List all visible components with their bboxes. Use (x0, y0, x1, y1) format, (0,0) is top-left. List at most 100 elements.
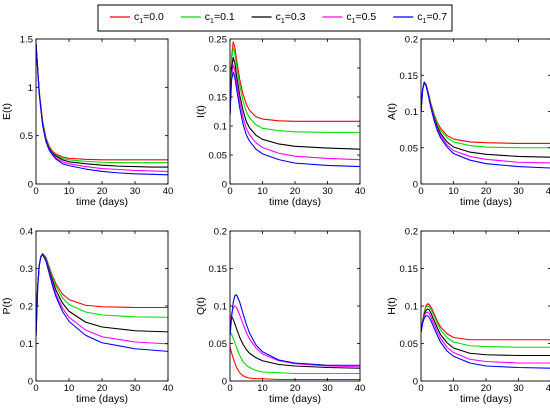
x-axis-label: time (days) (76, 196, 128, 208)
x-tick-label: 0 (33, 383, 38, 394)
x-tick-label: 10 (64, 186, 75, 197)
x-axis-label: time (days) (76, 393, 128, 405)
series-group (36, 43, 168, 176)
x-tick-label: 10 (448, 383, 459, 394)
series-line-1 (36, 43, 168, 164)
legend: c1=0.0 c1=0.1 c1=0.3 c1=0.5 c1=0.7 (97, 4, 453, 32)
legend-entry: c1=0.7 (393, 11, 447, 25)
y-tick-label: 0.2 (214, 227, 227, 238)
x-tick-label: 40 (355, 383, 366, 394)
y-tick-label: 0.15 (400, 264, 419, 275)
x-tick-label: 40 (546, 186, 550, 197)
series-group (230, 41, 360, 168)
series-line-2 (230, 315, 360, 369)
series-line-4 (421, 315, 550, 369)
y-tick-label: 0.1 (20, 339, 33, 350)
x-axis-label: time (days) (269, 393, 321, 405)
series-line-0 (36, 43, 168, 161)
panel-qt: 0 10 20 30 40 0 0.05 0.1 0.15 0.2 time (days) Q(t) (195, 227, 365, 406)
y-tick-label: 0.5 (20, 131, 33, 142)
y-axis-label: Q(t) (195, 297, 207, 315)
x-tick-label: 0 (227, 186, 232, 197)
x-tick-label: 20 (481, 383, 492, 394)
y-tick-label: 0 (222, 180, 227, 191)
series-line-3 (421, 81, 550, 164)
y-tick-label: 0.1 (214, 302, 227, 313)
y-tick-label: 0.05 (209, 339, 228, 350)
series-line-4 (36, 254, 168, 352)
legend-label: c1=0.7 (417, 11, 447, 25)
x-tick-label: 10 (64, 383, 75, 394)
y-tick-label: 0 (28, 180, 33, 191)
y-tick-label: 0.3 (20, 264, 33, 275)
y-tick-label: 0.15 (209, 264, 228, 275)
x-tick-label: 30 (130, 186, 141, 197)
x-tick-label: 40 (163, 383, 174, 394)
legend-entry: c1=0.0 (110, 11, 164, 25)
x-tick-label: 40 (546, 383, 550, 394)
x-tick-label: 30 (513, 383, 524, 394)
y-tick-label: 0 (28, 377, 33, 388)
series-line-3 (421, 311, 550, 364)
y-tick-label: 0 (413, 377, 418, 388)
legend-label: c1=0.3 (276, 11, 306, 25)
x-tick-label: 10 (257, 186, 268, 197)
y-axis-label: P(t) (1, 298, 13, 315)
series-line-1 (230, 47, 360, 133)
chart-panels: 0 10 20 30 40 0 0.5 1 1.5 time (days) E(t) 0 10 20 30 4… (1, 35, 550, 406)
series-group (421, 81, 550, 169)
panel-ht: 0 10 20 30 40 0 0.05 0.1 0.15 0.2 time (days) H(t) (386, 227, 550, 405)
series-line-3 (230, 305, 360, 368)
y-tick-label: 0.05 (209, 151, 228, 162)
y-tick-label: 0.2 (214, 64, 227, 75)
legend-label: c1=0.1 (205, 11, 235, 25)
x-axis-label: time (days) (460, 196, 512, 208)
y-axis-label: E(t) (1, 103, 13, 120)
x-tick-label: 0 (33, 186, 38, 197)
axes-box (229, 230, 361, 382)
panel-pt: 0 10 20 30 40 0 0.1 0.2 0.3 0.4 time (days) P(t) (1, 227, 173, 406)
y-tick-label: 0.05 (400, 143, 419, 154)
x-tick-label: 40 (355, 186, 366, 197)
panel-at: 0 10 20 30 40 0 0.05 0.1 0.15 0.2 time (days) A(t) (386, 35, 550, 208)
panel-et: 0 10 20 30 40 0 0.5 1 1.5 time (days) E(t) (1, 35, 173, 209)
y-tick-label: 0.1 (405, 107, 418, 118)
x-tick-label: 10 (257, 383, 268, 394)
x-tick-label: 20 (97, 186, 108, 197)
panel-it: 0 10 20 30 40 0 0.05 0.1 0.15 0.2 0.25 time (days) I… (195, 35, 365, 209)
y-tick-label: 0.1 (214, 122, 227, 133)
x-tick-label: 30 (322, 186, 333, 197)
y-tick-label: 0.2 (20, 302, 33, 313)
y-axis-label: H(t) (386, 297, 398, 315)
x-tick-label: 20 (97, 383, 108, 394)
y-tick-label: 1.5 (20, 35, 33, 46)
series-group (36, 252, 168, 352)
y-tick-label: 1 (28, 83, 33, 94)
series-line-2 (421, 81, 550, 158)
y-tick-label: 0.4 (20, 227, 33, 238)
x-tick-label: 30 (130, 383, 141, 394)
x-tick-label: 30 (513, 186, 524, 197)
legend-label: c1=0.5 (346, 11, 376, 25)
y-tick-label: 0.2 (405, 35, 418, 46)
x-tick-label: 0 (418, 186, 423, 197)
x-axis-label: time (days) (269, 196, 321, 208)
x-tick-label: 30 (322, 383, 333, 394)
y-tick-label: 0.1 (405, 302, 418, 313)
axes-box (35, 230, 169, 382)
y-tick-label: 0.25 (209, 35, 228, 46)
axes-box (229, 38, 361, 185)
legend-entry: c1=0.5 (322, 11, 376, 25)
series-line-4 (421, 81, 550, 169)
y-tick-label: 0.05 (400, 339, 419, 350)
x-tick-label: 10 (448, 186, 459, 197)
y-tick-label: 0.15 (209, 93, 228, 104)
legend-entry: c1=0.3 (251, 11, 306, 25)
y-axis-label: I(t) (195, 105, 207, 118)
y-tick-label: 0.2 (405, 227, 418, 238)
series-line-1 (230, 331, 360, 375)
x-tick-label: 0 (227, 383, 232, 394)
series-group (230, 294, 360, 381)
legend-entry: c1=0.1 (180, 11, 235, 25)
